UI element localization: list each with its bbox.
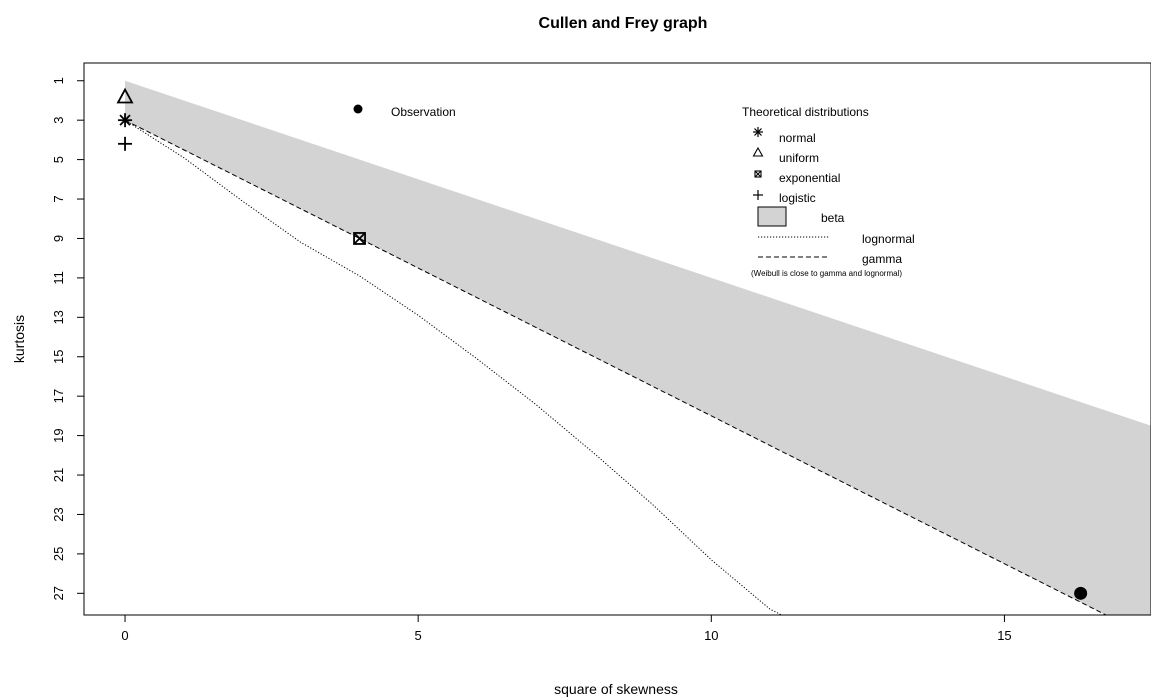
x-tick-label: 15: [997, 628, 1011, 643]
legend-lognormal-label: lognormal: [862, 232, 915, 246]
point-exponential: [353, 232, 366, 245]
y-tick-label: 19: [51, 428, 66, 442]
plot-frame: [83, 62, 1151, 616]
legend-gamma-label: gamma: [862, 252, 902, 266]
plot-area: [116, 80, 1151, 615]
legend-normal-symbol: [753, 127, 763, 137]
y-tick-label: 27: [51, 586, 66, 600]
x-axis: 0 5 10 15: [121, 615, 1012, 643]
legend-logistic-label: logistic: [779, 191, 816, 205]
point-logistic: [118, 136, 133, 151]
legend-exponential-label: exponential: [779, 171, 840, 185]
observation-point: [1074, 586, 1088, 600]
y-tick-label: 13: [51, 310, 66, 324]
observation-legend: Observation: [353, 104, 456, 119]
legend-beta-label: beta: [821, 211, 845, 225]
y-tick-label: 21: [51, 468, 66, 482]
y-tick-label: 9: [51, 235, 66, 242]
legend-exponential-symbol: [754, 170, 762, 178]
y-tick-label: 17: [51, 389, 66, 403]
point-uniform: [116, 87, 134, 104]
legend-uniform-label: uniform: [779, 151, 819, 165]
legend-uniform-symbol: [752, 146, 764, 157]
legend-weibull-note: (Weibull is close to gamma and lognormal…: [751, 269, 902, 278]
y-tick-label: 25: [51, 547, 66, 561]
legend-title: Theoretical distributions: [742, 105, 869, 119]
point-normal: [118, 113, 133, 128]
legend-logistic-symbol: [753, 190, 763, 200]
y-tick-label: 3: [51, 117, 66, 124]
x-axis-label: square of skewness: [554, 681, 678, 697]
y-tick-label: 5: [51, 156, 66, 163]
beta-region: [125, 80, 1151, 615]
y-tick-label: 7: [51, 195, 66, 202]
observation-legend-dot: [353, 104, 363, 114]
y-axis-label: kurtosis: [11, 315, 27, 363]
x-tick-label: 10: [704, 628, 718, 643]
legend-beta-swatch: [757, 206, 787, 227]
theoretical-points: [116, 87, 366, 245]
x-tick-label: 5: [415, 628, 422, 643]
x-tick-label: 0: [121, 628, 128, 643]
observation-legend-label: Observation: [391, 105, 456, 119]
y-tick-label: 15: [51, 350, 66, 364]
y-tick-label: 1: [51, 77, 66, 84]
legend-normal-label: normal: [779, 131, 816, 145]
chart-title: Cullen and Frey graph: [539, 15, 708, 32]
theoretical-legend: Theoretical distributions normal uniform…: [742, 105, 915, 278]
y-tick-label: 23: [51, 507, 66, 521]
y-tick-label: 11: [51, 271, 66, 285]
